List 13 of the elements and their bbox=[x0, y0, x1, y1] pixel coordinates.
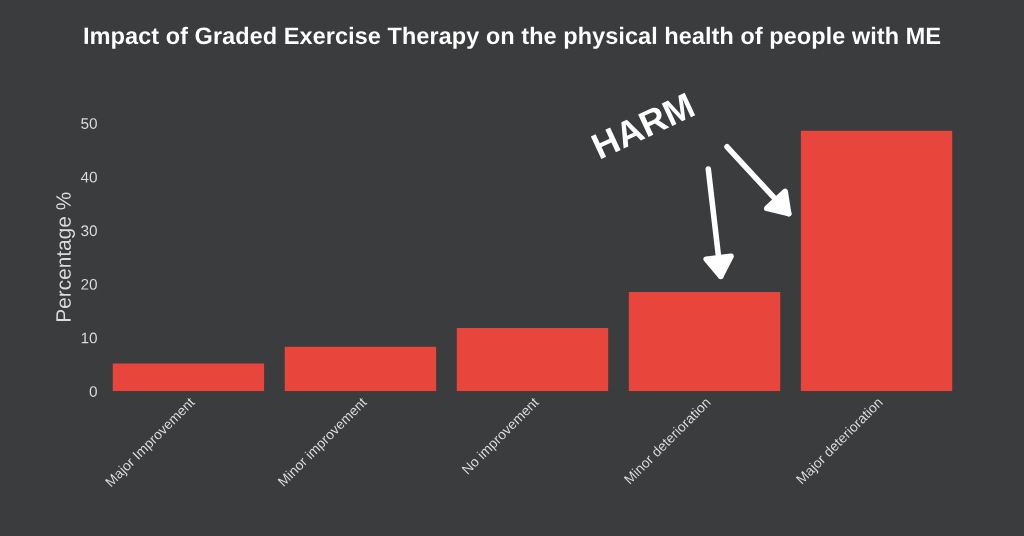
bar bbox=[284, 346, 437, 392]
bar bbox=[800, 130, 953, 392]
y-tick-label: 50 bbox=[81, 118, 97, 129]
y-tick-label: 30 bbox=[81, 225, 97, 237]
bar bbox=[456, 328, 609, 392]
y-tick-label: 0 bbox=[89, 386, 97, 397]
chart-title: Impact of Graded Exercise Therapy on the physical health of people with ME bbox=[84, 26, 941, 49]
y-tick-label: 20 bbox=[81, 278, 97, 290]
bar bbox=[628, 292, 781, 392]
bar bbox=[112, 363, 265, 392]
y-tick-label: 10 bbox=[81, 332, 97, 344]
y-axis-title: Percentage % bbox=[56, 192, 75, 321]
y-tick-label: 40 bbox=[80, 171, 97, 183]
